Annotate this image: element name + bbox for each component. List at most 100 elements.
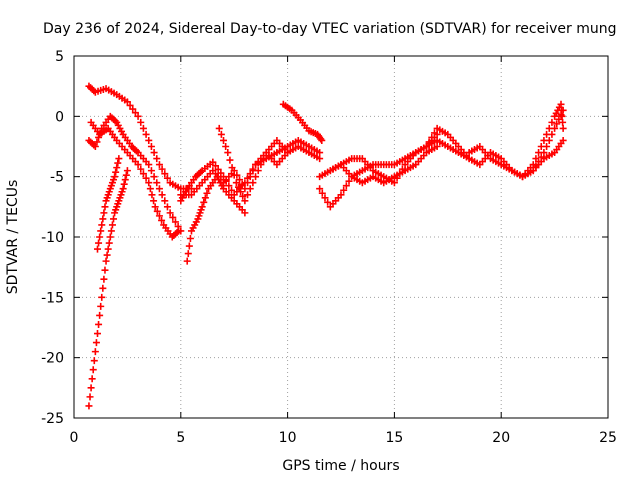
data-point — [100, 209, 108, 217]
data-point — [90, 357, 98, 365]
data-point — [151, 203, 159, 211]
grid — [74, 56, 608, 418]
data-point — [93, 138, 101, 146]
data-point — [529, 161, 537, 169]
data-point — [257, 161, 265, 169]
data-point — [183, 257, 191, 265]
data-point — [95, 320, 103, 328]
data-point — [201, 194, 209, 202]
data-point — [340, 186, 348, 194]
data-point — [553, 120, 561, 128]
data-point — [99, 284, 107, 292]
data-point — [559, 136, 567, 144]
data-point — [209, 158, 217, 166]
data-point — [161, 197, 169, 205]
chart-title: Day 236 of 2024, Sidereal Day-to-day VTE… — [43, 21, 617, 37]
data-point — [155, 161, 163, 169]
data-point — [120, 180, 128, 188]
data-point — [337, 191, 345, 199]
data-point — [244, 191, 252, 199]
data-point — [557, 100, 565, 108]
data-point — [119, 185, 127, 193]
data-point — [318, 189, 326, 197]
data-point — [254, 167, 262, 175]
data-point — [87, 384, 95, 392]
data-point — [345, 177, 353, 185]
data-point — [139, 124, 147, 132]
data-point — [246, 185, 254, 193]
data-point — [85, 402, 93, 410]
y-tick-label: -5 — [50, 170, 64, 186]
data-point — [237, 188, 245, 196]
data-point — [105, 239, 113, 247]
data-point — [111, 173, 119, 181]
data-point — [224, 149, 232, 157]
y-tick-label: -20 — [41, 351, 64, 367]
data-point — [430, 129, 438, 137]
y-tick-label: -10 — [41, 230, 64, 246]
data-point — [185, 242, 193, 250]
data-point — [96, 311, 104, 319]
data-point — [169, 213, 177, 221]
data-point — [145, 179, 153, 187]
data-point — [123, 167, 131, 175]
data-point — [147, 167, 155, 175]
data-point — [175, 227, 183, 235]
data-point — [139, 170, 147, 178]
data-point — [220, 136, 228, 144]
data-point — [200, 198, 208, 206]
data-point — [558, 106, 566, 114]
data-point — [321, 194, 329, 202]
data-point — [96, 233, 104, 241]
data-point — [422, 143, 430, 150]
data-point — [184, 250, 192, 258]
data-point — [226, 156, 234, 164]
data-point — [198, 203, 206, 211]
data-point — [91, 348, 99, 356]
data-point — [230, 171, 238, 179]
data-point — [129, 105, 137, 113]
axes: 0 5 10 15 20 25 -25 -20 -15 -10 -5 0 5 — [41, 49, 617, 446]
data-point — [137, 165, 145, 173]
data-point — [91, 143, 99, 150]
data-point — [158, 191, 166, 199]
data-point — [559, 124, 567, 132]
data-point — [535, 149, 543, 157]
data-point — [214, 165, 222, 173]
data-point — [161, 170, 169, 178]
x-tick-label: 25 — [599, 430, 617, 446]
data-point — [107, 227, 115, 235]
data-point — [137, 118, 145, 126]
data-point — [98, 221, 106, 229]
data-point — [342, 182, 350, 190]
data-point — [98, 293, 106, 301]
data-point — [153, 207, 161, 215]
data-point — [316, 155, 324, 163]
data-point — [99, 215, 107, 223]
data-point — [158, 216, 166, 224]
data-point — [559, 118, 567, 126]
x-tick-label: 15 — [385, 430, 403, 446]
data-point — [252, 173, 260, 181]
data-point — [106, 233, 114, 241]
data-point — [171, 218, 179, 226]
data-point — [100, 275, 108, 283]
y-tick-label: -25 — [41, 411, 64, 427]
data-point — [558, 112, 566, 120]
data-point — [155, 212, 163, 220]
data-point — [101, 203, 109, 211]
data-point — [543, 130, 551, 138]
x-tick-label: 10 — [279, 430, 297, 446]
data-point — [114, 159, 122, 167]
y-tick-label: -15 — [41, 290, 64, 306]
data-point — [150, 149, 158, 157]
data-point — [186, 235, 194, 243]
data-point — [234, 183, 242, 191]
data-point — [102, 257, 110, 265]
data-point — [540, 136, 548, 144]
data-point — [545, 124, 553, 132]
data-point — [108, 221, 116, 229]
data-point — [215, 124, 223, 132]
data-point — [110, 215, 118, 223]
